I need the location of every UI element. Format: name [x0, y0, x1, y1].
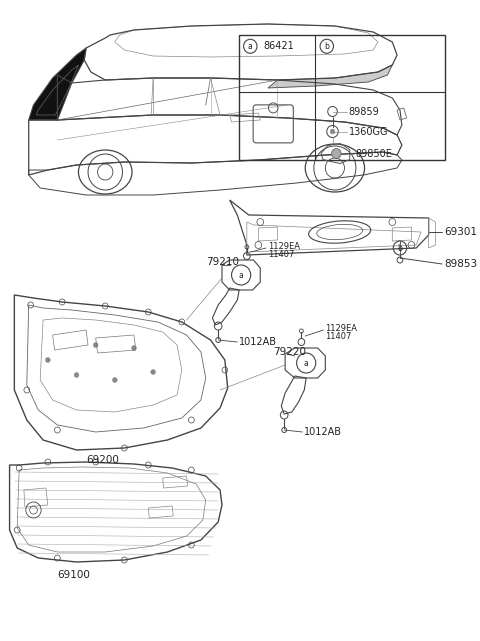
Text: 69100: 69100 — [58, 570, 90, 580]
Text: 79210: 79210 — [206, 257, 239, 267]
Text: 89850E: 89850E — [356, 149, 392, 158]
Text: 1012AB: 1012AB — [304, 427, 342, 437]
Text: 69200: 69200 — [86, 455, 119, 465]
Circle shape — [93, 342, 98, 347]
Polygon shape — [29, 48, 86, 120]
Text: 89859: 89859 — [349, 106, 380, 117]
Text: 69301: 69301 — [444, 227, 477, 237]
Text: 1129EA: 1129EA — [325, 324, 357, 333]
Text: 79220: 79220 — [273, 347, 306, 357]
Text: 1360GG: 1360GG — [349, 126, 388, 137]
Text: a: a — [304, 358, 309, 367]
Text: b: b — [324, 42, 329, 51]
Circle shape — [332, 149, 341, 158]
Bar — [239, 35, 445, 160]
Circle shape — [74, 372, 79, 378]
Text: 89853: 89853 — [444, 259, 477, 269]
Circle shape — [132, 345, 136, 351]
Text: 11407: 11407 — [325, 331, 352, 340]
Text: 11407: 11407 — [268, 249, 294, 258]
Circle shape — [151, 369, 156, 374]
Text: 1012AB: 1012AB — [239, 337, 277, 347]
Text: b: b — [397, 244, 402, 253]
Text: a: a — [248, 42, 252, 51]
Circle shape — [46, 358, 50, 363]
Text: a: a — [239, 271, 243, 279]
Text: 1129EA: 1129EA — [268, 242, 300, 251]
Circle shape — [330, 129, 335, 134]
Polygon shape — [268, 65, 392, 88]
Circle shape — [112, 378, 117, 383]
Text: 86421: 86421 — [264, 41, 294, 51]
